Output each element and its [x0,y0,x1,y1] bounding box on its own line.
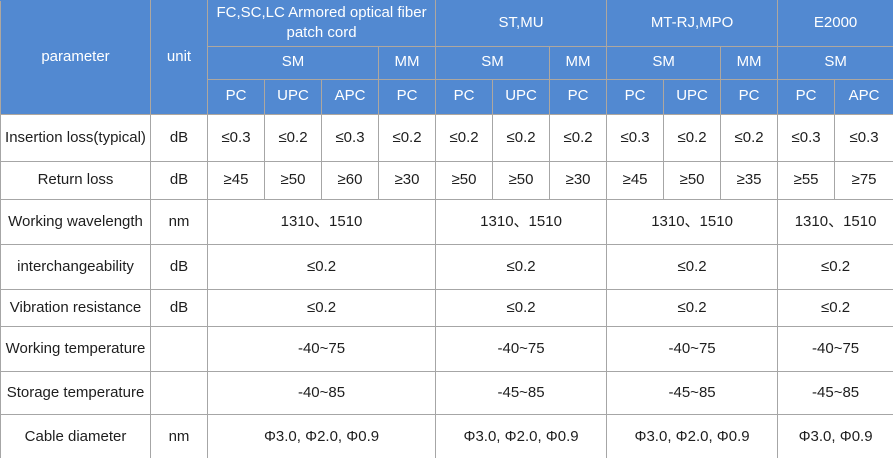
unit-cell: nm [150,198,208,245]
polish-header: UPC [663,78,722,115]
value-cell: 1310、1510 [606,198,779,245]
mode-header-sm: SM [777,45,893,80]
param-cell: Vibration resistance [0,288,151,327]
value-cell: ≥30 [549,160,608,200]
group-header-fc-sc-lc: FC,SC,LC Armored optical fiber patch cor… [206,0,437,47]
polish-header: APC [834,78,893,115]
table-row: Insertion loss(typical) dB ≤0.3 ≤0.2 ≤0.… [0,113,893,162]
header-cell-unit: unit [150,0,208,115]
polish-header: PC [777,78,836,115]
unit-cell: dB [150,113,208,162]
value-cell: ≤0.2 [663,113,722,162]
table-row: interchangeability dB ≤0.2 ≤0.2 ≤0.2 ≤0.… [0,243,893,290]
polish-header: PC [377,78,437,115]
mode-header-sm: SM [435,45,551,80]
table-row: Cable diameter nm Φ3.0, Φ2.0, Φ0.9 Φ3.0,… [0,413,893,458]
mode-header-sm: SM [207,45,379,80]
value-cell: ≤0.2 [492,113,551,162]
value-cell: ≤0.2 [549,113,608,162]
value-cell: ≤0.2 [435,288,608,327]
param-cell: interchangeability [0,243,151,290]
value-cell: ≥75 [834,160,893,200]
table-row: Working temperature -40~75 -40~75 -40~75… [0,325,893,372]
polish-header: UPC [264,78,322,115]
polish-header: PC [606,78,665,115]
value-cell: Φ3.0, Φ2.0, Φ0.9 [435,413,608,458]
value-cell: -40~75 [777,325,893,372]
polish-header: PC [720,78,779,115]
param-cell: Working temperature [0,325,151,372]
polish-header: PC [435,78,494,115]
value-cell: ≤0.2 [720,113,779,162]
param-cell: Insertion loss(typical) [0,113,151,162]
value-cell: ≥30 [377,160,437,200]
value-cell: ≤0.3 [834,113,893,162]
table-row: Storage temperature -40~85 -45~85 -45~85… [0,370,893,415]
value-cell: ≥55 [777,160,836,200]
value-cell: 1310、1510 [206,198,437,245]
unit-cell: dB [150,243,208,290]
value-cell: 1310、1510 [777,198,893,245]
value-cell: ≥50 [492,160,551,200]
group-header-st-mu: ST,MU [435,0,608,47]
value-cell: ≤0.2 [435,113,494,162]
value-cell: -45~85 [435,370,608,415]
group-header-mtrj-mpo: MT-RJ,MPO [606,0,779,47]
table-row: Return loss dB ≥45 ≥50 ≥60 ≥30 ≥50 ≥50 ≥… [0,160,893,200]
unit-cell: dB [150,160,208,200]
value-cell: -40~85 [206,370,437,415]
value-cell: ≤0.2 [606,243,779,290]
value-cell: ≥50 [663,160,722,200]
unit-cell: nm [150,413,208,458]
value-cell: ≥45 [207,160,265,200]
param-cell: Cable diameter [0,413,151,458]
header-cell-parameter: parameter [0,0,151,115]
mode-header-mm: MM [377,45,437,80]
value-cell: ≤0.2 [777,288,893,327]
value-cell: ≥50 [264,160,322,200]
value-cell: ≥60 [321,160,379,200]
unit-cell [150,370,208,415]
value-cell: ≤0.2 [206,288,437,327]
unit-cell [150,325,208,372]
value-cell: ≤0.2 [206,243,437,290]
unit-cell: dB [150,288,208,327]
mode-header-sm: SM [606,45,722,80]
value-cell: -40~75 [206,325,437,372]
value-cell: Φ3.0, Φ2.0, Φ0.9 [606,413,779,458]
value-cell: ≤0.2 [264,113,322,162]
value-cell: Φ3.0, Φ2.0, Φ0.9 [206,413,437,458]
value-cell: 1310、1510 [435,198,608,245]
value-cell: Φ3.0, Φ0.9 [777,413,893,458]
value-cell: -45~85 [777,370,893,415]
value-cell: ≥50 [435,160,494,200]
table-row: Working wavelength nm 1310、1510 1310、151… [0,198,893,245]
mode-header-mm: MM [549,45,608,80]
value-cell: -45~85 [606,370,779,415]
value-cell: ≤0.2 [777,243,893,290]
polish-header: PC [207,78,265,115]
polish-header: UPC [492,78,551,115]
value-cell: ≤0.3 [207,113,265,162]
value-cell: ≤0.3 [606,113,665,162]
group-header-e2000: E2000 [777,0,893,47]
param-cell: Working wavelength [0,198,151,245]
param-cell: Return loss [0,160,151,200]
value-cell: ≥45 [606,160,665,200]
value-cell: ≥35 [720,160,779,200]
value-cell: -40~75 [435,325,608,372]
value-cell: -40~75 [606,325,779,372]
value-cell: ≤0.3 [777,113,836,162]
value-cell: ≤0.3 [321,113,379,162]
table-row: Vibration resistance dB ≤0.2 ≤0.2 ≤0.2 ≤… [0,288,893,327]
value-cell: ≤0.2 [435,243,608,290]
value-cell: ≤0.2 [606,288,779,327]
value-cell: ≤0.2 [377,113,437,162]
mode-header-mm: MM [720,45,779,80]
param-cell: Storage temperature [0,370,151,415]
polish-header: PC [549,78,608,115]
polish-header: APC [321,78,379,115]
